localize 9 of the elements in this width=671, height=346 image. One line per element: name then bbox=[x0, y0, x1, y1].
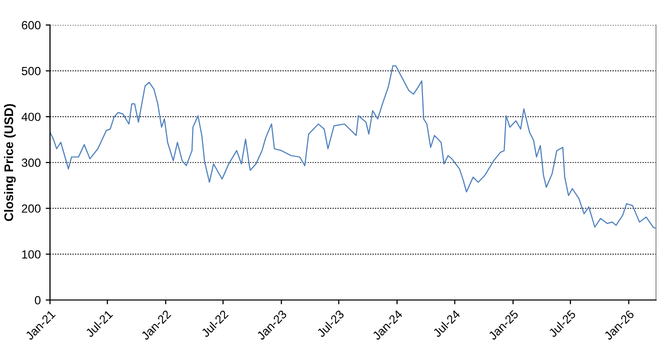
line-series bbox=[50, 65, 656, 230]
y-tick-label: 400 bbox=[22, 112, 41, 122]
y-tick-label: 0 bbox=[34, 296, 41, 304]
y-tick-label: 200 bbox=[22, 204, 41, 213]
y-tick-label: 100 bbox=[22, 250, 41, 259]
y-tick-label: 500 bbox=[22, 66, 41, 76]
y-tick-label: 600 bbox=[22, 21, 41, 30]
y-axis-title: Closing Price (USD) bbox=[4, 104, 16, 222]
y-tick-label: 300 bbox=[22, 158, 41, 167]
